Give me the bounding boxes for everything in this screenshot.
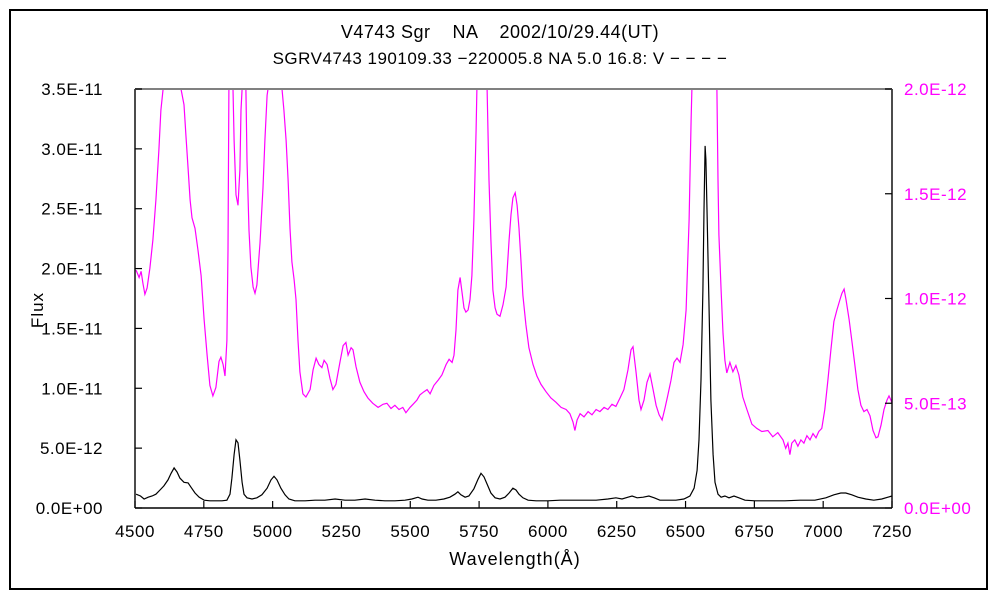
x-tick-label: 6000 [528, 522, 568, 541]
x-tick-label: 4500 [115, 522, 155, 541]
y-left-tick-label: 2.0E-11 [41, 260, 103, 279]
x-tick-label: 7000 [803, 522, 843, 541]
y-right-tick-label: 5.0E-13 [904, 394, 967, 413]
y-left-tick-label: 5.0E-12 [40, 439, 103, 458]
chart-subtitle: SGRV4743 190109.33 −220005.8 NA 5.0 16.8… [272, 49, 728, 68]
chart-title: V4743 Sgr NA 2002/10/29.44(UT) [340, 22, 660, 42]
x-tick-label: 7250 [872, 522, 912, 541]
y-right-tick-label: 1.5E-12 [904, 185, 967, 204]
y-left-tick-label: 1.5E-11 [41, 319, 103, 338]
y-right-tick-label: 2.0E-12 [904, 80, 967, 99]
x-tick-label: 5000 [253, 522, 293, 541]
y-left-tick-label: 3.5E-11 [41, 80, 103, 99]
x-tick-label: 6250 [597, 522, 637, 541]
y-left-tick-label: 0.0E+00 [36, 499, 103, 518]
y-right-tick-label: 0.0E+00 [904, 499, 971, 518]
x-axis-label-wavelength: Wavelength(Å) [449, 549, 581, 569]
x-tick-label: 4750 [184, 522, 224, 541]
x-tick-label: 6500 [666, 522, 706, 541]
comparison-spectrum-magenta-line [135, 88, 893, 455]
x-tick-label: 6750 [734, 522, 774, 541]
y-left-tick-label: 2.5E-11 [41, 200, 103, 219]
x-tick-label: 5750 [459, 522, 499, 541]
x-tick-label: 5250 [322, 522, 362, 541]
y-left-tick-label: 3.0E-11 [41, 140, 103, 159]
flux-spectrum-black-line [135, 145, 893, 502]
y-left-tick-label: 1.0E-11 [41, 379, 103, 398]
y-right-tick-label: 1.0E-12 [904, 290, 967, 309]
x-tick-label: 5500 [390, 522, 430, 541]
